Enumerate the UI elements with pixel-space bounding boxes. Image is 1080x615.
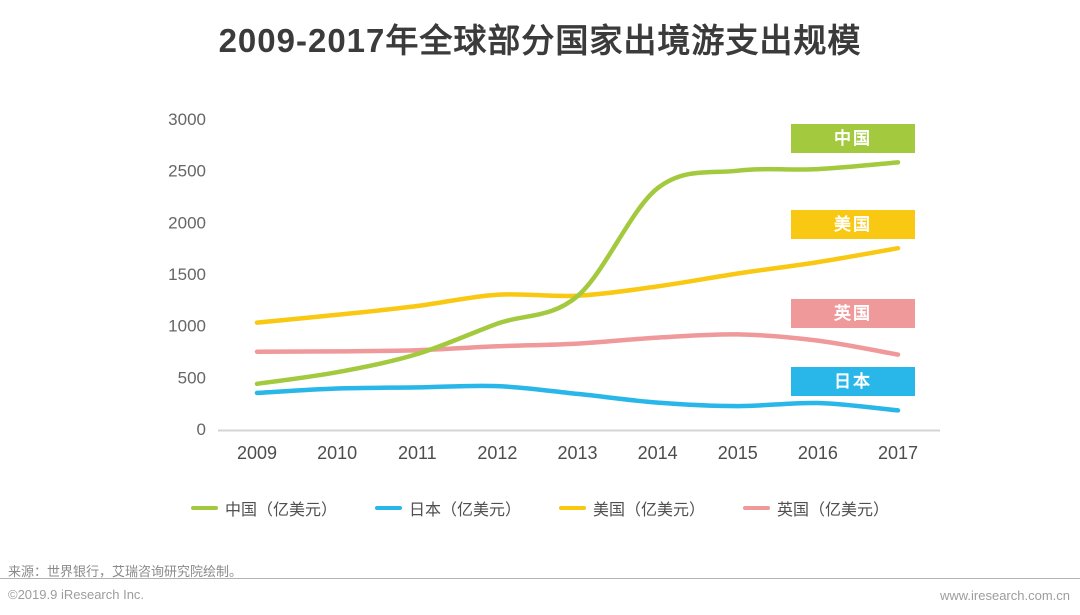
source-note: 来源：世界银行，艾瑞咨询研究院绘制。 <box>8 564 243 579</box>
series-line-uk <box>254 332 901 357</box>
legend-item-china: 中国（亿美元） <box>190 496 337 520</box>
legend-label-usa: 美国（亿美元） <box>593 502 706 519</box>
series-line-japan <box>254 383 901 413</box>
x-tick-label: 2011 <box>398 443 437 463</box>
legend-swatch-china <box>190 506 218 510</box>
y-tick-label: 1500 <box>168 265 206 284</box>
x-tick-label: 2015 <box>718 443 758 463</box>
y-tick-label: 2000 <box>168 213 206 232</box>
footer-divider <box>0 578 1080 579</box>
legend-item-uk: 英国（亿美元） <box>743 496 889 520</box>
y-tick-label: 1000 <box>168 317 206 336</box>
y-tick-label: 3000 <box>168 110 206 129</box>
x-tick-label: 2016 <box>798 443 838 463</box>
legend-swatch-uk <box>743 506 771 510</box>
series-end-label-usa: 美国 <box>791 210 915 239</box>
y-tick-label: 500 <box>178 368 206 387</box>
x-tick-label: 2013 <box>557 443 597 463</box>
series-line-china <box>254 160 901 387</box>
legend-swatch-japan <box>374 506 402 510</box>
y-tick-label: 0 <box>197 420 206 439</box>
legend-swatch-usa <box>559 506 586 510</box>
chart-legend: 中国（亿美元） 日本（亿美元） 美国（亿美元） 英国（亿美元） <box>0 496 1080 520</box>
y-tick-label: 2500 <box>168 162 206 181</box>
series-end-label-japan: 日本 <box>791 367 915 396</box>
x-tick-label: 2017 <box>878 443 918 463</box>
series-end-label-uk: 英国 <box>791 299 915 328</box>
website-text: www.iresearch.com.cn <box>939 588 1070 603</box>
x-tick-label: 2012 <box>477 443 517 463</box>
x-tick-label: 2014 <box>638 443 678 463</box>
series-end-label-china: 中国 <box>791 124 915 153</box>
legend-item-usa: 美国（亿美元） <box>559 496 705 520</box>
legend-label-japan: 日本（亿美元） <box>408 502 521 519</box>
legend-label-china: 中国（亿美元） <box>224 502 337 519</box>
x-tick-label: 2009 <box>237 443 277 463</box>
legend-item-japan: 日本（亿美元） <box>374 496 521 520</box>
copyright-text: ©2019.9 iResearch Inc. <box>8 587 145 602</box>
x-tick-label: 2010 <box>317 443 357 463</box>
legend-label-uk: 英国（亿美元） <box>777 502 890 519</box>
chart-title: 2009-2017年全球部分国家出境游支出规模 <box>218 22 862 59</box>
